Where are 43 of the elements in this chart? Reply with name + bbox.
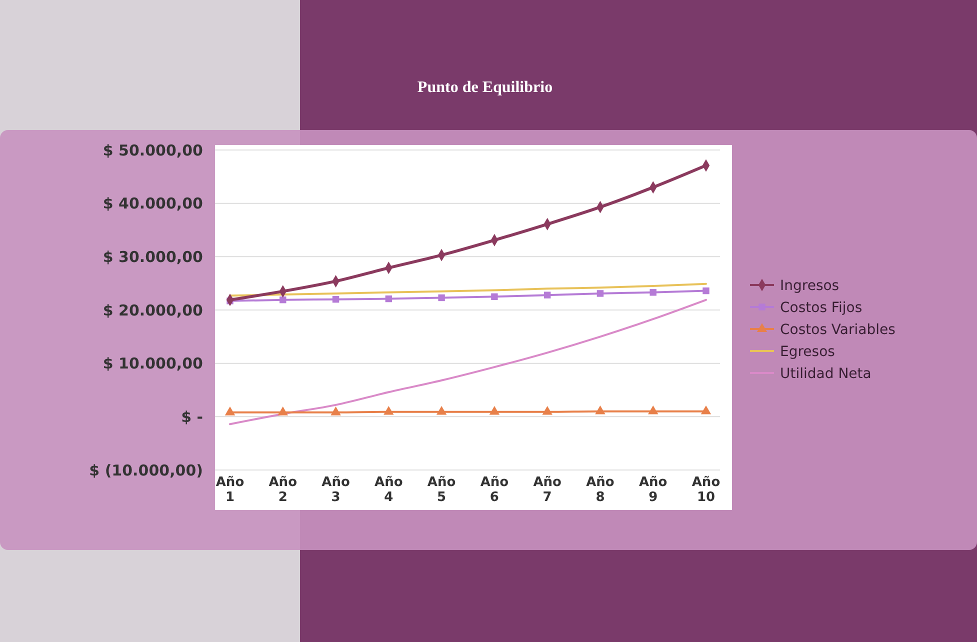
point <box>438 294 445 302</box>
point <box>224 406 236 416</box>
x-tick-label: Año 8 <box>586 475 614 505</box>
x-tick-label: Año 10 <box>692 475 720 505</box>
y-tick-label: $ 50.000,00 <box>102 141 203 160</box>
y-tick-label: $ 20.000,00 <box>102 301 203 320</box>
x-tick-label: Año 9 <box>638 475 668 505</box>
point <box>542 406 552 415</box>
y-tick-label: $ 30.000,00 <box>102 248 203 266</box>
line-series <box>229 298 707 426</box>
y-tick-label: $ - <box>181 408 203 426</box>
point <box>330 406 341 416</box>
point <box>385 295 392 302</box>
legend-label: Ingresos <box>780 278 840 294</box>
legend-label: Egresos <box>780 344 835 360</box>
point <box>700 405 712 414</box>
legend-label: Utilidad Neta <box>780 366 872 382</box>
x-tick-label: Año 6 <box>480 475 509 505</box>
point <box>489 406 500 415</box>
point <box>596 290 604 297</box>
point <box>648 405 658 414</box>
chart-title: Punto de Equilibrio <box>417 79 553 96</box>
point <box>595 405 606 414</box>
legend-label: Costos Fijos <box>780 300 862 316</box>
point <box>491 293 498 300</box>
x-tick-label: Año 3 <box>322 475 350 505</box>
x-tick-label: Año 1 <box>216 475 244 505</box>
point <box>332 296 340 303</box>
point <box>436 406 447 415</box>
x-tick-label: Año 7 <box>533 475 562 505</box>
legend-label: Costos Variables <box>780 322 896 338</box>
point <box>384 406 394 415</box>
point <box>650 289 656 296</box>
x-tick-label: Año 2 <box>268 475 298 505</box>
y-tick-label: $ (10.000,00) <box>89 461 203 480</box>
x-tick-label: Año 5 <box>427 475 456 505</box>
point <box>280 296 286 304</box>
y-tick-label: $ 40.000,00 <box>102 194 203 213</box>
y-tick-label: $ 10.000,00 <box>102 354 203 373</box>
point <box>278 406 288 416</box>
x-tick-label: Año 4 <box>374 475 403 505</box>
point <box>544 292 551 298</box>
point <box>702 287 710 294</box>
